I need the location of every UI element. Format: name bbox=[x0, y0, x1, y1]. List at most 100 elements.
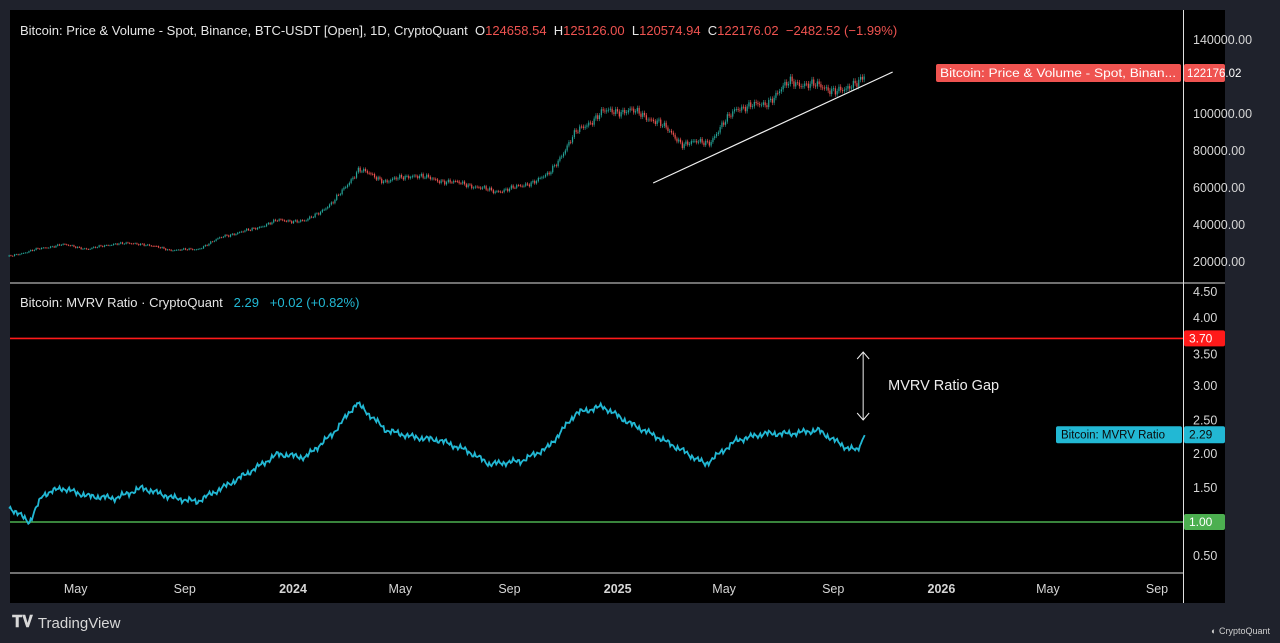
candle-body bbox=[179, 249, 181, 251]
candle-body bbox=[575, 130, 577, 132]
candle-body bbox=[519, 185, 521, 187]
candle-body bbox=[712, 138, 714, 143]
time-axis-tick: May bbox=[64, 582, 88, 596]
mvrv-axis-tick: 1.50 bbox=[1193, 481, 1217, 495]
axes[interactable]: 140000.00 100000.00 80000.00 60000.00 40000.… bbox=[64, 33, 1252, 596]
price-last-value-bg bbox=[1184, 63, 1225, 82]
candle-body bbox=[640, 113, 642, 117]
candle-body bbox=[730, 115, 732, 117]
candle-body bbox=[183, 248, 185, 250]
price-pane[interactable] bbox=[8, 71, 893, 257]
price-axis-tick: 60000.00 bbox=[1193, 181, 1245, 195]
candle-body bbox=[843, 89, 845, 91]
candle-body bbox=[723, 122, 725, 125]
candle-body bbox=[395, 177, 397, 180]
candle-body bbox=[246, 228, 248, 231]
candle-body bbox=[319, 211, 322, 215]
candle-body bbox=[415, 175, 417, 177]
candle-body bbox=[467, 184, 469, 188]
candle-body bbox=[192, 248, 194, 250]
candle-body bbox=[710, 142, 712, 146]
candle-body bbox=[62, 243, 64, 245]
candle-body bbox=[228, 235, 230, 237]
candle-body bbox=[607, 109, 610, 111]
candle-body bbox=[359, 167, 361, 172]
candle-body bbox=[17, 254, 19, 256]
mvrv-pane[interactable]: MVRV Ratio Gap bbox=[8, 337, 1183, 526]
candle-body bbox=[375, 177, 377, 180]
candle-body bbox=[287, 220, 289, 222]
candle-body bbox=[629, 108, 631, 111]
candle-body bbox=[535, 181, 538, 184]
candle-body bbox=[651, 119, 653, 121]
candle-body bbox=[735, 109, 737, 110]
candle-body bbox=[517, 185, 520, 186]
high-label: H bbox=[553, 23, 564, 38]
candle-body bbox=[55, 245, 57, 248]
candle-body bbox=[562, 153, 565, 157]
candle-body bbox=[143, 243, 145, 246]
candle-body bbox=[30, 250, 32, 252]
tradingview-logo[interactable]: 𝐓𝐕 TradingView bbox=[12, 614, 120, 632]
candle-body bbox=[775, 92, 777, 98]
candle-body bbox=[498, 191, 500, 192]
candle-body bbox=[404, 175, 406, 180]
candle-body bbox=[816, 81, 818, 87]
candle-body bbox=[696, 140, 698, 143]
candle-body bbox=[386, 180, 388, 183]
candle-body bbox=[19, 254, 21, 255]
candle-body bbox=[188, 248, 190, 250]
candle-body bbox=[215, 239, 217, 241]
candle-body bbox=[822, 87, 824, 89]
candle-body bbox=[679, 139, 682, 143]
candle-body bbox=[24, 252, 26, 254]
candle-body bbox=[793, 81, 795, 87]
candle-body bbox=[555, 165, 557, 167]
candle-body bbox=[296, 220, 298, 223]
candle-body bbox=[652, 119, 655, 122]
candle-body bbox=[42, 247, 44, 249]
candle-body bbox=[577, 131, 579, 133]
candle-body bbox=[804, 83, 806, 87]
candle-body bbox=[661, 125, 664, 127]
candle-body bbox=[782, 85, 784, 90]
candle-body bbox=[800, 86, 802, 87]
candle-body bbox=[534, 180, 536, 184]
candle-body bbox=[539, 178, 541, 179]
candle-body bbox=[316, 213, 318, 215]
high-value: 125126.00 bbox=[563, 23, 625, 38]
candle-body bbox=[604, 110, 606, 112]
candle-body bbox=[195, 249, 197, 251]
candle-body bbox=[598, 115, 601, 119]
candle-body bbox=[355, 172, 358, 178]
time-axis-tick: May bbox=[1036, 582, 1060, 596]
candle-body bbox=[854, 80, 856, 84]
mvrv-level-label-bg bbox=[1184, 330, 1225, 347]
candle-body bbox=[413, 175, 415, 177]
candle-body bbox=[274, 219, 277, 221]
candle-body bbox=[87, 249, 89, 250]
candle-body bbox=[525, 183, 527, 186]
candle-body bbox=[597, 115, 599, 119]
candle-body bbox=[175, 249, 178, 251]
candle-body bbox=[449, 179, 451, 183]
mvrv-axis-tick: 2.50 bbox=[1193, 413, 1217, 427]
mvrv-axis-tick: 4.50 bbox=[1193, 285, 1217, 299]
candle-body bbox=[582, 126, 584, 128]
candle-body bbox=[366, 171, 368, 173]
candle-body bbox=[487, 189, 489, 191]
tradingview-logo-icon: 𝐓𝐕 bbox=[12, 614, 33, 631]
candle-body bbox=[557, 160, 559, 167]
candle-body bbox=[107, 245, 109, 246]
trendline bbox=[652, 71, 893, 184]
candle-body bbox=[235, 234, 237, 235]
close-value: 122176.02 bbox=[717, 23, 779, 38]
candle-body bbox=[553, 165, 556, 167]
candle-body bbox=[265, 224, 268, 227]
candle-body bbox=[769, 98, 772, 101]
candle-body bbox=[613, 112, 615, 114]
candle-body bbox=[766, 105, 768, 108]
candle-body bbox=[231, 233, 233, 235]
candle-body bbox=[593, 118, 595, 125]
